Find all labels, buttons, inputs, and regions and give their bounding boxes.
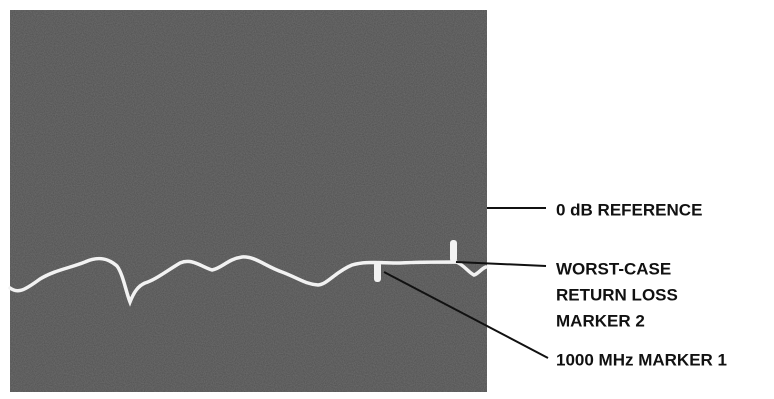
marker-2-blip [450,240,457,262]
marker2-label-line: RETURN LOSS [556,285,678,304]
marker-1-blip [374,262,381,282]
marker1-label: 1000 MHz MARKER 1 [556,350,727,369]
marker2-label-line: MARKER 2 [556,311,645,330]
screen-grain [10,10,487,392]
reference-label: 0 dB REFERENCE [556,200,702,219]
marker2-label-line: WORST-CASE [556,259,671,278]
figure: 0 dB REFERENCE WORST-CASE RETURN LOSS MA… [0,0,774,399]
